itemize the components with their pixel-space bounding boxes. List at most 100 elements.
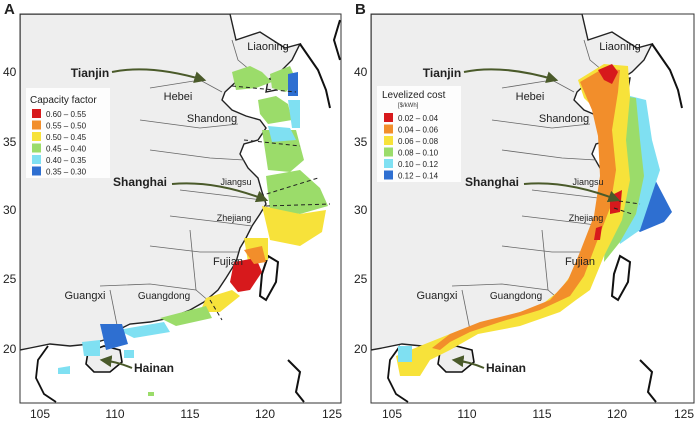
panel-b-map: Liaoning Hebei Shandong Jiangsu Zhejiang… [371, 14, 683, 403]
arrow-hainan [99, 355, 133, 369]
ytick-a-20: 20 [3, 342, 17, 356]
legend-a-swatch-5 [32, 155, 41, 164]
legend-a-swatch-4 [32, 143, 41, 153]
ytick-b-40: 40 [354, 65, 368, 79]
province-label-zhejiang: Zhejiang [217, 213, 252, 223]
ytick-b-25: 25 [354, 272, 368, 286]
offshore-band-a [58, 66, 328, 396]
panel-b-letter: B [355, 1, 366, 18]
province-label-zhejiang-b: Zhejiang [569, 213, 604, 223]
legend-b-label-3: 0.06 – 0.08 [398, 137, 439, 146]
callout-tianjin-b: Tianjin [423, 66, 461, 80]
legend-a-label-2: 0.55 – 0.50 [46, 122, 87, 131]
province-label-hebei-b: Hebei [516, 91, 545, 103]
panel-b-yticks: 40 35 30 25 20 [354, 65, 368, 356]
luzon-coast [287, 359, 305, 403]
vietnam-coast-b [387, 345, 409, 403]
xtick-a-115: 115 [180, 407, 199, 421]
legend-b-swatch-1 [384, 113, 393, 122]
legend-a-title: Capacity factor [30, 95, 97, 106]
callout-hainan-b: Hainan [486, 361, 526, 375]
vietnam-coast [35, 345, 57, 403]
callout-shanghai-b: Shanghai [465, 175, 519, 189]
xtick-b-110: 110 [457, 407, 476, 421]
xtick-a-105: 105 [30, 407, 50, 421]
ytick-a-40: 40 [3, 65, 17, 79]
xtick-a-125: 125 [322, 407, 342, 421]
korea-coast-b [651, 43, 683, 109]
province-label-jiangsu: Jiangsu [220, 177, 251, 187]
province-label-guangdong-b: Guangdong [490, 291, 542, 302]
arrow-hainan-b [451, 355, 485, 369]
legend-b-unit: [$/kWh] [398, 103, 419, 109]
province-label-guangxi-b: Guangxi [417, 290, 458, 302]
ytick-b-35: 35 [354, 135, 368, 149]
xtick-a-120: 120 [255, 407, 275, 421]
legend-b-swatch-2 [384, 124, 393, 134]
legend-a: Capacity factor 0.60 – 0.550.55 – 0.500.… [26, 88, 110, 178]
arrow-shanghai [171, 182, 269, 203]
province-borders [99, 39, 263, 331]
taiwan-island-b [610, 254, 632, 302]
legend-a-swatch-1 [32, 109, 41, 118]
panel-a-map: Liaoning Hebei Shandong Jiangsu Zhejiang… [20, 14, 341, 403]
callouts-a: Tianjin Shanghai Hainan [71, 66, 269, 375]
xtick-b-105: 105 [382, 407, 402, 421]
province-label-jiangsu-b: Jiangsu [572, 177, 603, 187]
province-label-shandong: Shandong [187, 113, 237, 125]
xtick-b-125: 125 [674, 407, 694, 421]
legend-a-label-4: 0.45 – 0.40 [46, 145, 87, 154]
xtick-a-110: 110 [105, 407, 124, 421]
legend-a-label-3: 0.50 – 0.45 [46, 133, 87, 142]
callout-hainan: Hainan [134, 361, 174, 375]
legend-a-swatch-6 [32, 166, 41, 176]
legend-b-title: Levelized cost [382, 90, 446, 101]
province-label-fujian: Fujian [213, 256, 243, 268]
legend-b-label-2: 0.04 – 0.06 [398, 126, 439, 135]
panel-a: A [3, 1, 342, 421]
province-label-guangxi: Guangxi [65, 290, 106, 302]
legend-a-items: 0.60 – 0.55 0.55 – 0.50 0.50 – 0.45 0.45 – … [32, 109, 87, 177]
panel-a-letter: A [4, 1, 15, 18]
panel-a-yticks: 40 35 30 25 20 [3, 65, 17, 356]
legend-b-label-4: 0.08 – 0.10 [398, 149, 439, 158]
ytick-a-25: 25 [3, 272, 17, 286]
legend-b-label-6: 0.12 – 0.14 [398, 172, 439, 181]
legend-b-swatch-6 [384, 170, 393, 180]
legend-b-swatch-4 [384, 147, 393, 157]
legend-b-swatch-3 [384, 136, 393, 145]
province-label-hebei: Hebei [164, 91, 193, 103]
panel-a-xticks: 105 110 115 120 125 [30, 407, 342, 421]
province-label-fujian-b: Fujian [565, 256, 595, 268]
callouts-b: Tianjin Shanghai Hainan [423, 66, 621, 375]
xtick-b-120: 120 [607, 407, 627, 421]
arrow-tianjin [111, 68, 207, 84]
legend-a-label-1: 0.60 – 0.55 [46, 110, 87, 119]
legend-b-swatch-5 [384, 159, 393, 168]
taiwan-island [258, 254, 280, 302]
legend-a-swatch-2 [32, 120, 41, 130]
korea-coast [299, 43, 331, 109]
callout-shanghai: Shanghai [113, 175, 167, 189]
panel-b-frame [370, 13, 695, 404]
legend-b-items: 0.02 – 0.04 0.04 – 0.06 0.06 – 0.08 0.08 – … [384, 113, 439, 181]
japan-coast [332, 19, 341, 61]
luzon-coast-b [639, 359, 657, 403]
province-label-liaoning: Liaoning [247, 41, 289, 53]
zone-dividers-a [209, 85, 331, 321]
legend-a-label-5: 0.40 – 0.35 [46, 156, 87, 165]
panel-b: B [354, 1, 695, 421]
ytick-a-35: 35 [3, 135, 17, 149]
offshore-band-b [396, 64, 672, 376]
legend-a-swatch-3 [32, 132, 41, 141]
legend-b-label-1: 0.02 – 0.04 [398, 114, 439, 123]
province-label-shandong-b: Shandong [539, 113, 589, 125]
callout-tianjin: Tianjin [71, 66, 109, 80]
province-label-guangdong: Guangdong [138, 291, 190, 302]
panel-b-xticks: 105 110 115 120 125 [382, 407, 694, 421]
ytick-b-20: 20 [354, 342, 368, 356]
ytick-a-30: 30 [3, 203, 17, 217]
arrow-tianjin-b [463, 68, 559, 84]
legend-a-label-6: 0.35 – 0.30 [46, 168, 87, 177]
